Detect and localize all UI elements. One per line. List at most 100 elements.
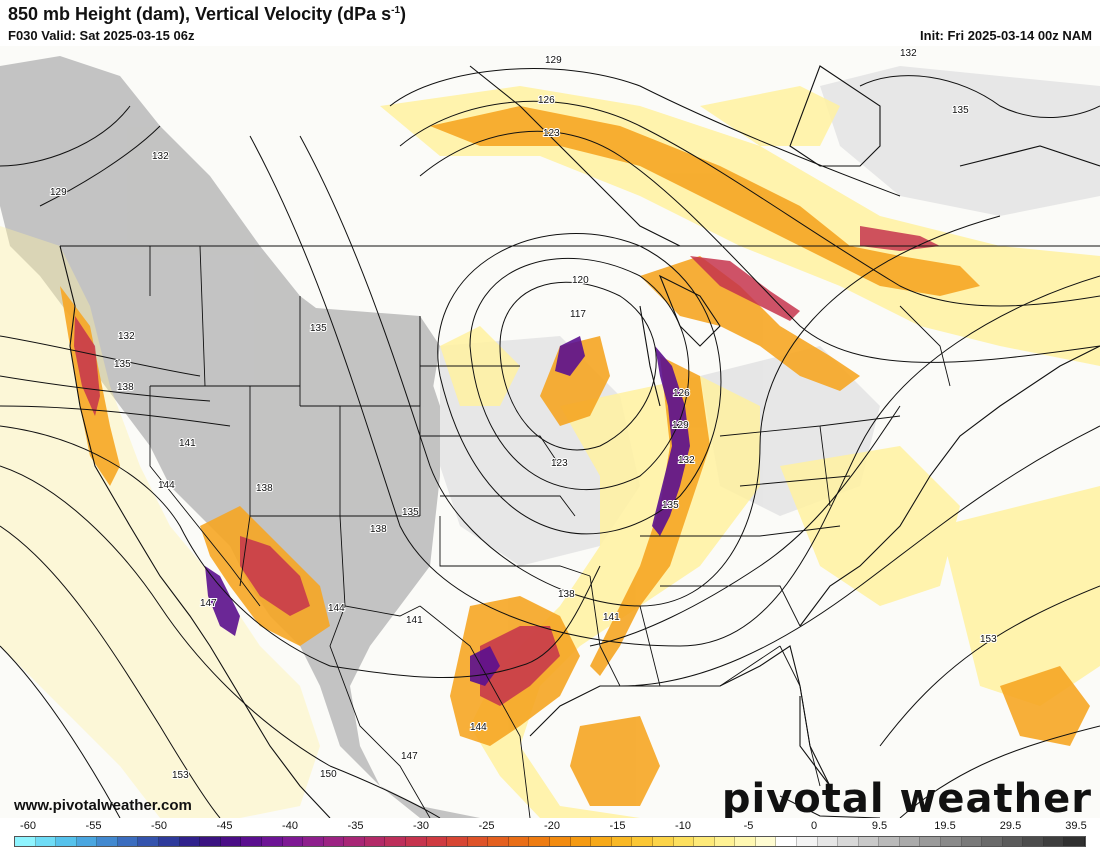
contour-label: 144 (470, 722, 487, 733)
colorbar-strip (14, 836, 1086, 847)
colorbar-swatch (941, 837, 962, 846)
colorbar-swatch (714, 837, 736, 846)
contour-label: 141 (179, 438, 196, 449)
colorbar-swatch (323, 837, 345, 846)
coastlines (59, 65, 1100, 818)
colorbar-swatch (673, 837, 695, 846)
contour-label: 147 (401, 751, 418, 762)
contour-label: 135 (310, 323, 327, 334)
colorbar-swatch (838, 837, 859, 846)
contour-label: 135 (662, 500, 679, 511)
contour-label: 129 (672, 420, 689, 431)
colorbar-swatch (426, 837, 448, 846)
contour-label: 135 (952, 105, 969, 116)
colorbar-tick-label: 39.5 (1065, 820, 1087, 832)
contour-label: 123 (543, 128, 560, 139)
colorbar-tick-label: -45 (216, 820, 233, 832)
colorbar-swatch (364, 837, 386, 846)
colorbar-tick-label: -35 (347, 820, 364, 832)
colorbar-swatch (570, 837, 592, 846)
colorbar-swatch (529, 837, 551, 846)
colorbar-tick-label: -25 (478, 820, 495, 832)
contour-label: 144 (328, 603, 345, 614)
contour-label: 126 (673, 388, 690, 399)
contour-label: 150 (320, 769, 337, 780)
colorbar-swatch (35, 837, 57, 846)
contour-label: 138 (370, 524, 387, 535)
colorbar-swatch (56, 837, 77, 846)
contour-label: 126 (538, 95, 555, 106)
colorbar-tick-label: -20 (544, 820, 560, 832)
colorbar-swatch (200, 837, 221, 846)
contour-label: 141 (603, 612, 620, 623)
colorbar-swatch (405, 837, 427, 846)
colorbar-swatch (694, 837, 715, 846)
colorbar-tick-label: 0 (810, 820, 818, 832)
colorbar-swatch (591, 837, 612, 846)
header: 850 mb Height (dam), Vertical Velocity (… (0, 0, 1100, 46)
map-canvas: 129 132 126 123 135 132 129 120 117 132 … (0, 47, 1100, 818)
colorbar-swatch (138, 837, 160, 846)
colorbar-swatch (755, 837, 777, 846)
colorbar-swatch (303, 837, 324, 846)
contour-label: 147 (200, 598, 217, 609)
colorbar-swatch (241, 837, 262, 846)
colorbar-swatch (652, 837, 674, 846)
colorbar-tick-label: -5 (743, 820, 754, 832)
contour-label: 120 (572, 275, 589, 286)
contour-label: 135 (402, 507, 419, 518)
colorbar-swatch (385, 837, 406, 846)
contour-label: 132 (678, 455, 695, 466)
colorbar-swatch (735, 837, 756, 846)
weather-map: 129 132 126 123 135 132 129 120 117 132 … (0, 46, 1100, 818)
colorbar-swatch (920, 837, 942, 846)
contour-label: 132 (118, 331, 135, 342)
colorbar-swatch (282, 837, 304, 846)
contour-labels: 129 132 126 123 135 132 129 120 117 132 … (49, 47, 998, 782)
colorbar-swatch (447, 837, 468, 846)
colorbar-swatch (858, 837, 880, 846)
contour-label: 144 (158, 480, 175, 491)
colorbar-swatch (179, 837, 201, 846)
colorbar-swatch (899, 837, 921, 846)
colorbar-swatch (488, 837, 509, 846)
brand-logo: pivotal weather (721, 776, 1092, 818)
colorbar-swatch (1064, 837, 1086, 846)
red-areas (74, 226, 940, 706)
colorbar-swatch (97, 837, 118, 846)
contour-label: 138 (256, 483, 273, 494)
colorbar-swatch (117, 837, 139, 846)
contour-label: 138 (558, 589, 575, 600)
colorbar-swatch (982, 837, 1003, 846)
colorbar-swatch (1043, 837, 1065, 846)
map-title: 850 mb Height (dam), Vertical Velocity (… (8, 4, 407, 24)
colorbar-tick-label: -50 (151, 820, 167, 832)
contour-label: 141 (406, 615, 423, 626)
colorbar-swatch (550, 837, 571, 846)
colorbar-swatch (261, 837, 283, 846)
colorbar-swatch (15, 837, 36, 846)
contour-label: 117 (570, 309, 586, 320)
contour-label: 132 (900, 48, 917, 59)
colorbar-tick-label: -40 (282, 820, 298, 832)
contour-label: 153 (172, 770, 189, 781)
colorbar-tick-label: -30 (413, 820, 429, 832)
colorbar-tick-label: -15 (609, 820, 626, 832)
colorbar: -60 -55 -50 -45 -40 -35 -30 -25 -20 -15 -10 -5 0 9.5 1… (0, 818, 1100, 850)
website-url: www.pivotalweather.com (14, 797, 192, 814)
contour-label: 132 (152, 151, 169, 162)
colorbar-swatch (220, 837, 242, 846)
colorbar-ticks: -60 -55 -50 -45 -40 -35 -30 -25 -20 -15 -10 -5 0 9.5 1… (0, 820, 1100, 834)
colorbar-swatch (817, 837, 839, 846)
colorbar-tick-label: -55 (85, 820, 102, 832)
colorbar-swatch (344, 837, 365, 846)
colorbar-swatch (508, 837, 530, 846)
colorbar-swatch (961, 837, 983, 846)
height-contours (0, 68, 1100, 818)
colorbar-swatch (879, 837, 900, 846)
contour-label: 129 (50, 187, 67, 198)
contour-label: 153 (980, 634, 997, 645)
colorbar-swatch (467, 837, 489, 846)
colorbar-tick-label: -60 (20, 820, 36, 832)
colorbar-swatch (1002, 837, 1024, 846)
